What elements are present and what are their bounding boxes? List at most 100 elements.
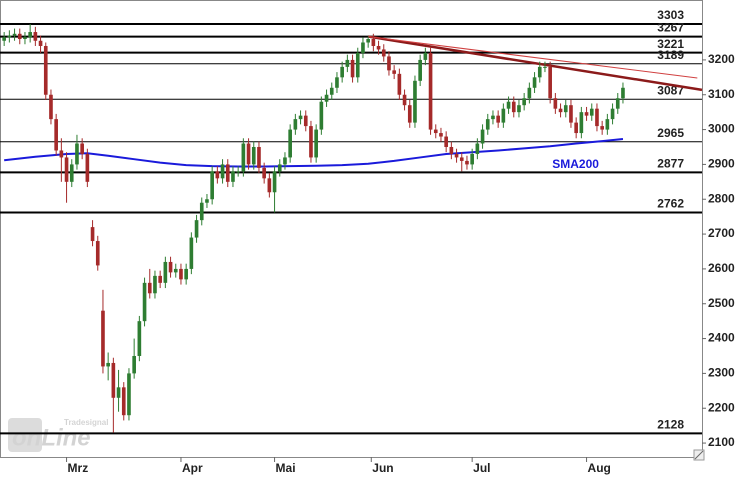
candle-body xyxy=(340,66,344,78)
candle-body xyxy=(220,164,225,179)
candle-body xyxy=(605,119,610,130)
candle-body xyxy=(184,268,188,280)
candle-body xyxy=(553,98,558,109)
candle-body xyxy=(413,80,417,123)
candle-body xyxy=(210,171,214,200)
candle-body xyxy=(350,59,355,78)
candle-body xyxy=(543,66,547,68)
candle-body xyxy=(121,387,126,416)
candle-body xyxy=(496,115,500,123)
candle-body xyxy=(267,178,272,193)
candle-body xyxy=(314,129,318,158)
candle-body xyxy=(522,98,526,106)
candle-body xyxy=(59,150,64,158)
candle-body xyxy=(23,37,27,40)
y-tick-label: 2800 xyxy=(708,191,735,205)
y-tick-label: 2500 xyxy=(708,296,735,310)
candle-body xyxy=(262,167,266,179)
candle-body xyxy=(64,157,69,182)
trend-line xyxy=(368,36,698,79)
y-tick-label: 2900 xyxy=(708,157,735,171)
candle-body xyxy=(423,52,428,60)
candle-body xyxy=(480,129,485,144)
y-tick-label: 3200 xyxy=(708,52,735,66)
candle-body xyxy=(329,87,334,95)
candle-body xyxy=(579,112,584,134)
candle-body xyxy=(90,227,95,242)
candle-body xyxy=(402,94,407,106)
candle-body xyxy=(236,171,240,173)
x-tick-label: Jul xyxy=(473,461,490,475)
candle-body xyxy=(319,101,324,130)
candle-body xyxy=(501,108,506,123)
candle-body xyxy=(387,56,391,71)
candle-body xyxy=(158,275,162,283)
candle-body xyxy=(28,32,32,38)
candle-body xyxy=(465,160,469,165)
candle-body xyxy=(475,143,480,154)
candle-body xyxy=(69,164,74,182)
y-tick-label: 2100 xyxy=(708,435,735,449)
x-tick-label: Mai xyxy=(276,461,296,475)
watermark: Tradesignal onLine xyxy=(8,418,108,452)
candle-body xyxy=(288,129,292,158)
candle-body xyxy=(205,199,209,203)
candle-body xyxy=(179,268,183,280)
candle-body xyxy=(527,87,532,99)
candle-body xyxy=(621,87,625,99)
candle-body xyxy=(376,45,381,50)
candle-body xyxy=(600,126,604,130)
candle-body xyxy=(17,33,22,40)
candle-body xyxy=(444,136,448,147)
x-tick-label: Jun xyxy=(372,461,393,475)
candle-body xyxy=(303,115,308,127)
candle-body xyxy=(163,261,168,283)
candle-body xyxy=(589,108,594,116)
y-tick-label: 2300 xyxy=(708,366,735,380)
candle-body xyxy=(584,112,589,116)
level-label: 3221 xyxy=(657,37,684,51)
candle-body xyxy=(137,321,142,356)
candle-body xyxy=(428,52,433,130)
watermark-brand: Tradesignal xyxy=(64,418,108,427)
candle-body xyxy=(537,66,542,78)
candle-body xyxy=(43,45,48,95)
candle-body xyxy=(257,146,261,168)
candle-body xyxy=(517,105,521,113)
candle-body xyxy=(392,70,396,74)
candle-body xyxy=(173,268,178,273)
candle-body xyxy=(574,122,578,134)
candle-body xyxy=(95,241,100,266)
candle-body xyxy=(439,133,443,137)
candle-body xyxy=(241,143,246,172)
x-tick-label: Aug xyxy=(588,461,611,475)
candle-body xyxy=(142,282,147,322)
sma-line xyxy=(4,137,624,168)
watermark-text: onLine xyxy=(12,424,91,451)
candle-body xyxy=(194,220,199,238)
candle-body xyxy=(251,146,256,165)
candle-body xyxy=(132,355,136,374)
candle-body xyxy=(215,171,220,179)
candle-body xyxy=(106,362,110,367)
candle-body xyxy=(147,282,152,294)
candle-body xyxy=(85,153,90,182)
candle-body xyxy=(345,59,350,67)
candle-body xyxy=(116,387,121,398)
candle-body xyxy=(610,108,615,120)
candle-body xyxy=(75,143,79,165)
candle-body xyxy=(127,373,131,416)
trend-line xyxy=(367,35,703,92)
level-label: 3267 xyxy=(657,21,684,35)
y-tick-label: 3000 xyxy=(708,122,735,136)
candle-body xyxy=(38,40,43,46)
x-tick-label: Apr xyxy=(182,461,203,475)
y-tick-label: 2600 xyxy=(708,261,735,275)
candle-body xyxy=(548,66,552,99)
candle-body xyxy=(12,33,17,36)
watermark-logo xyxy=(8,418,42,452)
candle-body xyxy=(361,42,365,53)
candle-body xyxy=(80,143,84,154)
